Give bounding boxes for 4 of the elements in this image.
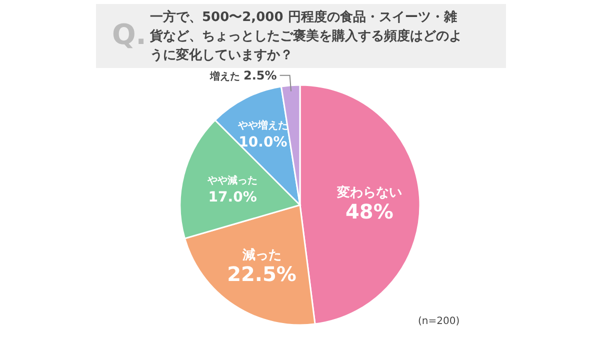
- annotation: (n=200): [418, 316, 460, 327]
- title: 一方で、500〜2,000 円程度の食品・スイーツ・雑貨など、ちょっとしたご褒美を購入する頻度はどのように変化していますか？: [150, 8, 463, 65]
- data-label: 2.5%: [244, 68, 277, 82]
- slice-label: 増えた: [209, 70, 244, 82]
